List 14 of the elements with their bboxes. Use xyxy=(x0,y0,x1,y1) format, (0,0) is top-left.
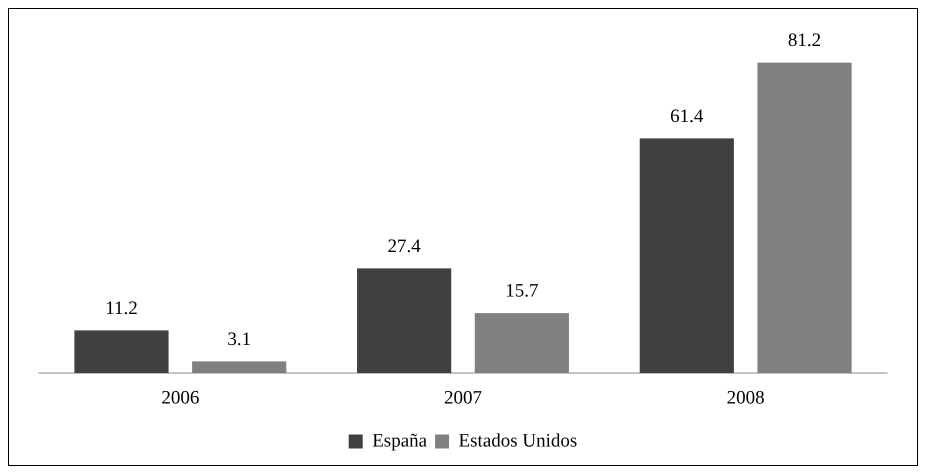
bar xyxy=(357,268,452,374)
x-tick-label: 2007 xyxy=(444,388,482,409)
x-tick-label: 2006 xyxy=(161,388,200,409)
data-label: 61.4 xyxy=(670,106,704,127)
data-label: 3.1 xyxy=(227,328,252,350)
legend-label: España xyxy=(372,430,428,452)
x-tick-label: 2008 xyxy=(726,388,765,409)
data-label: 11.2 xyxy=(105,298,138,319)
data-label: 15.7 xyxy=(505,280,538,302)
data-label: 81.2 xyxy=(788,30,822,52)
data-label: 27.4 xyxy=(388,236,422,257)
bar xyxy=(74,330,169,374)
legend-label: Estados Unidos xyxy=(458,430,578,452)
bar xyxy=(640,138,734,374)
